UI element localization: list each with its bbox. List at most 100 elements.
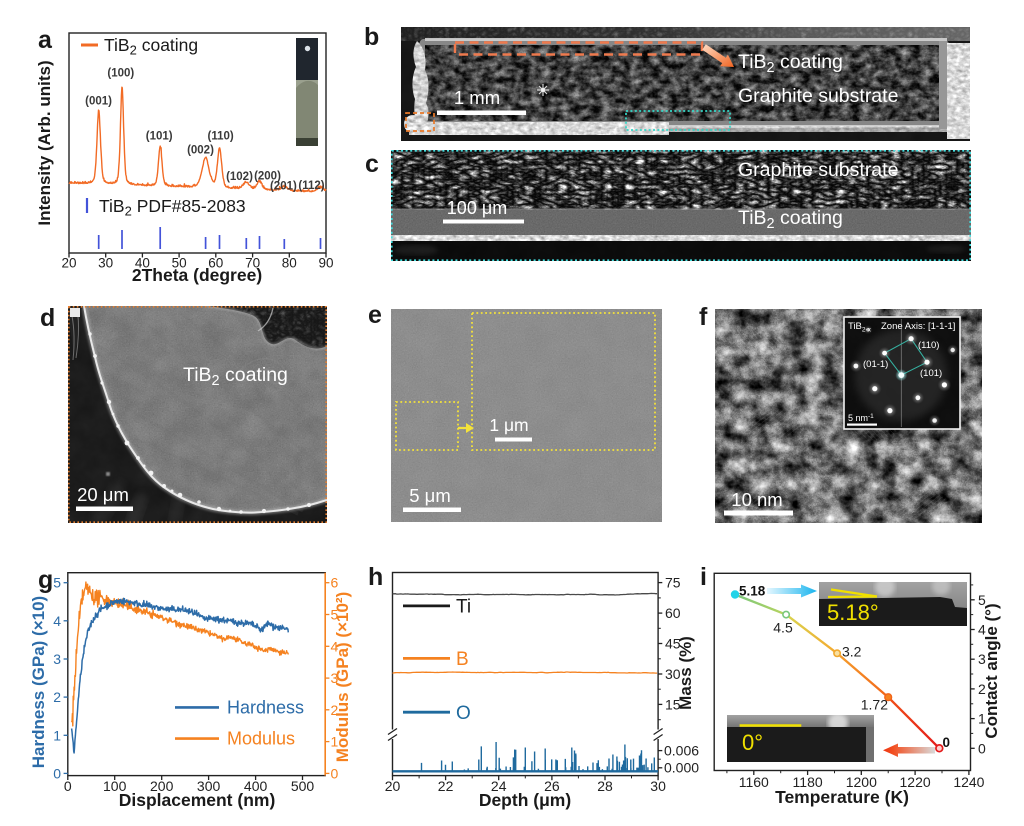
svg-text:Ti: Ti <box>456 597 471 618</box>
svg-text:20: 20 <box>385 778 401 794</box>
svg-text:e: e <box>368 301 382 329</box>
svg-text:d: d <box>40 304 55 332</box>
svg-text:400: 400 <box>244 778 268 794</box>
svg-text:(101): (101) <box>920 368 942 379</box>
svg-text:1: 1 <box>978 711 986 727</box>
svg-text:100 μm: 100 μm <box>447 198 507 218</box>
svg-text:30: 30 <box>98 256 113 271</box>
svg-text:1 μm: 1 μm <box>489 415 528 435</box>
svg-text:1220: 1220 <box>900 774 931 790</box>
svg-text:6: 6 <box>331 575 339 591</box>
svg-text:22: 22 <box>438 778 454 794</box>
svg-text:0: 0 <box>53 765 61 781</box>
svg-text:5.18°: 5.18° <box>827 600 879 625</box>
svg-text:Intensity (Arb. units): Intensity (Arb. units) <box>35 60 54 225</box>
svg-text:0: 0 <box>943 735 951 750</box>
svg-text:(002): (002) <box>187 145 214 157</box>
svg-text:TiB2 coating: TiB2 coating <box>738 207 843 232</box>
svg-text:1240: 1240 <box>953 774 984 790</box>
svg-text:300: 300 <box>197 778 221 794</box>
svg-text:1200: 1200 <box>846 774 877 790</box>
svg-text:1: 1 <box>331 734 339 750</box>
svg-text:TiB2 coating: TiB2 coating <box>183 364 288 389</box>
svg-text:1: 1 <box>53 727 61 743</box>
svg-text:3: 3 <box>331 670 339 686</box>
svg-text:0.006: 0.006 <box>664 742 699 758</box>
svg-text:70: 70 <box>245 256 260 271</box>
svg-text:Graphite substrate: Graphite substrate <box>738 85 898 107</box>
svg-text:Depth (μm): Depth (μm) <box>479 790 571 810</box>
svg-text:5.18: 5.18 <box>739 584 766 599</box>
svg-text:1 mm: 1 mm <box>454 87 500 108</box>
svg-text:TiB2 coating: TiB2 coating <box>738 51 843 76</box>
svg-text:2Theta (degree): 2Theta (degree) <box>132 265 262 285</box>
svg-text:5 nm-1: 5 nm-1 <box>848 413 874 423</box>
svg-text:4.5: 4.5 <box>773 620 793 636</box>
svg-text:28: 28 <box>597 778 613 794</box>
svg-text:(112): (112) <box>298 180 324 192</box>
svg-text:B: B <box>456 649 469 670</box>
svg-text:40: 40 <box>135 256 150 271</box>
svg-text:a: a <box>38 26 53 54</box>
svg-text:TiB2 coating: TiB2 coating <box>104 35 198 58</box>
svg-text:80: 80 <box>282 256 297 271</box>
svg-text:75: 75 <box>665 575 681 591</box>
svg-text:2: 2 <box>331 702 339 718</box>
svg-text:20 μm: 20 μm <box>77 484 129 505</box>
svg-text:60: 60 <box>665 605 681 621</box>
svg-text:(200): (200) <box>254 171 281 183</box>
svg-text:100: 100 <box>103 778 127 794</box>
svg-text:Zone Axis: [1-1-1]: Zone Axis: [1-1-1] <box>881 321 955 332</box>
svg-text:(201): (201) <box>270 181 297 193</box>
svg-text:(001): (001) <box>85 96 112 108</box>
svg-text:b: b <box>364 23 379 51</box>
svg-text:30: 30 <box>665 666 681 682</box>
svg-text:5: 5 <box>978 592 986 608</box>
svg-text:2: 2 <box>53 689 61 705</box>
svg-text:Hardness: Hardness <box>227 698 304 718</box>
svg-text:Graphite substrate: Graphite substrate <box>738 159 898 181</box>
svg-text:3: 3 <box>53 651 61 667</box>
svg-text:0: 0 <box>978 740 986 756</box>
svg-text:0: 0 <box>331 765 339 781</box>
svg-text:Displacement (nm): Displacement (nm) <box>119 790 276 810</box>
svg-text:Mass (%): Mass (%) <box>676 636 695 710</box>
svg-text:1160: 1160 <box>739 774 769 790</box>
svg-text:h: h <box>368 563 383 591</box>
svg-text:24: 24 <box>491 778 507 794</box>
svg-text:0°: 0° <box>742 730 763 755</box>
svg-text:(101): (101) <box>146 131 173 143</box>
svg-text:(100): (100) <box>107 68 134 80</box>
svg-text:90: 90 <box>318 256 333 271</box>
svg-text:(110): (110) <box>918 340 939 351</box>
svg-text:i: i <box>700 563 707 591</box>
svg-text:f: f <box>699 303 708 331</box>
svg-text:26: 26 <box>544 778 560 794</box>
svg-text:c: c <box>365 150 379 178</box>
svg-text:2: 2 <box>978 681 986 697</box>
svg-text:g: g <box>38 566 53 594</box>
svg-text:5: 5 <box>53 575 61 591</box>
svg-text:(102): (102) <box>226 171 253 183</box>
svg-text:10 nm: 10 nm <box>731 489 782 510</box>
svg-text:Modulus: Modulus <box>227 729 295 749</box>
svg-text:200: 200 <box>150 778 174 794</box>
svg-text:4: 4 <box>53 613 61 629</box>
svg-text:45: 45 <box>665 636 681 652</box>
svg-text:Hardness (GPa) (×10): Hardness (GPa) (×10) <box>29 596 48 768</box>
svg-text:(110): (110) <box>207 131 233 143</box>
svg-text:60: 60 <box>208 256 223 271</box>
svg-text:Modulus (GPa) (×10²): Modulus (GPa) (×10²) <box>333 592 352 762</box>
svg-text:1.72: 1.72 <box>861 697 888 713</box>
svg-text:5 μm: 5 μm <box>409 485 451 506</box>
svg-text:30: 30 <box>650 778 666 794</box>
svg-text:Temperature (K): Temperature (K) <box>775 787 909 807</box>
svg-text:20: 20 <box>61 256 76 271</box>
svg-text:4: 4 <box>331 638 339 654</box>
svg-text:0: 0 <box>64 778 72 794</box>
svg-text:(01-1): (01-1) <box>863 359 888 370</box>
svg-text:3: 3 <box>978 651 986 667</box>
svg-text:3.2: 3.2 <box>842 644 862 660</box>
svg-text:5: 5 <box>331 607 339 623</box>
svg-text:Contact angle (°): Contact angle (°) <box>982 603 1001 738</box>
